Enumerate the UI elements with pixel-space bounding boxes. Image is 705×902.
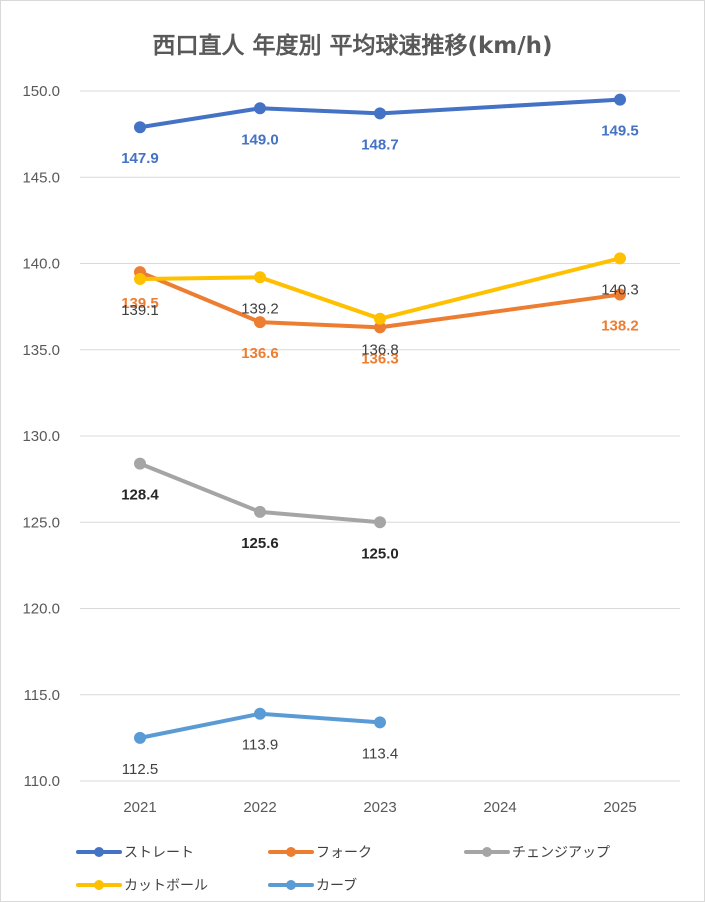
data-label: 136.6 <box>241 345 279 362</box>
data-point <box>374 107 386 120</box>
legend-label: チェンジアップ <box>512 845 610 861</box>
x-axis: 2021 2022 2023 2024 2025 <box>123 799 636 816</box>
data-label: 136.8 <box>361 342 399 359</box>
legend-marker <box>286 880 296 890</box>
data-label: 149.5 <box>601 123 639 140</box>
data-point <box>254 505 266 518</box>
data-label: 125.6 <box>241 535 279 552</box>
data-label: 136.3 <box>361 350 399 367</box>
data-label: 112.5 <box>122 761 158 778</box>
y-tick-label: 140.0 <box>22 256 60 273</box>
x-tick-label: 2023 <box>363 799 396 816</box>
chart-title: 西口直人 年度別 平均球速推移(km/h) <box>152 33 553 59</box>
y-tick-label: 125.0 <box>22 514 60 531</box>
series-line <box>138 270 622 330</box>
data-point <box>134 457 146 470</box>
series-line <box>138 97 622 130</box>
x-tick-label: 2021 <box>123 799 156 816</box>
y-axis: 150.0 145.0 140.0 135.0 130.0 125.0 120.0 115.0… <box>22 83 60 790</box>
legend-marker <box>286 847 296 857</box>
data-point <box>374 716 386 729</box>
y-tick-label: 115.0 <box>24 687 60 704</box>
data-point <box>134 731 146 744</box>
data-label: 147.9 <box>121 150 159 167</box>
y-tick-label: 145.0 <box>22 169 60 186</box>
x-tick-label: 2025 <box>603 799 636 816</box>
y-tick-label: 110.0 <box>24 773 60 790</box>
data-label: 148.7 <box>361 136 399 153</box>
data-label: 149.0 <box>241 131 279 148</box>
legend-label: カットボール <box>124 878 208 894</box>
legend-marker <box>94 847 104 857</box>
legend-marker <box>94 880 104 890</box>
legend-marker <box>482 847 492 857</box>
series-lines <box>134 93 626 744</box>
data-label: 139.1 <box>121 302 159 319</box>
series-line <box>138 256 622 321</box>
data-label: 128.4 <box>121 487 159 504</box>
data-point <box>614 288 626 301</box>
y-tick-label: 130.0 <box>22 428 60 445</box>
legend-label: ストレート <box>124 845 194 861</box>
data-point <box>614 93 626 106</box>
legend-label: フォーク <box>316 845 372 861</box>
data-point <box>254 707 266 720</box>
data-label: 138.2 <box>601 318 639 335</box>
data-point <box>254 102 266 115</box>
data-point <box>134 273 146 286</box>
data-label: 140.3 <box>601 281 639 298</box>
legend-label: カーブ <box>316 877 357 894</box>
x-tick-label: 2024 <box>483 799 516 816</box>
y-tick-label: 120.0 <box>22 601 60 618</box>
data-point <box>614 252 626 265</box>
data-point <box>374 312 386 325</box>
data-label: 139.5 <box>121 295 159 312</box>
y-tick-label: 150.0 <box>22 83 60 100</box>
data-point <box>374 516 386 529</box>
data-label: 139.2 <box>241 300 279 317</box>
data-point <box>254 271 266 284</box>
data-point <box>134 121 146 134</box>
data-labels: 147.9 149.0 148.7 149.5 139.5 136.6 136.3 138.2… <box>121 123 639 778</box>
data-point <box>254 316 266 329</box>
data-label: 113.4 <box>362 745 398 762</box>
gridlines <box>80 90 680 782</box>
y-tick-label: 135.0 <box>22 342 60 359</box>
x-tick-label: 2022 <box>243 799 276 816</box>
data-label: 113.9 <box>242 737 278 754</box>
data-label: 125.0 <box>361 545 399 562</box>
